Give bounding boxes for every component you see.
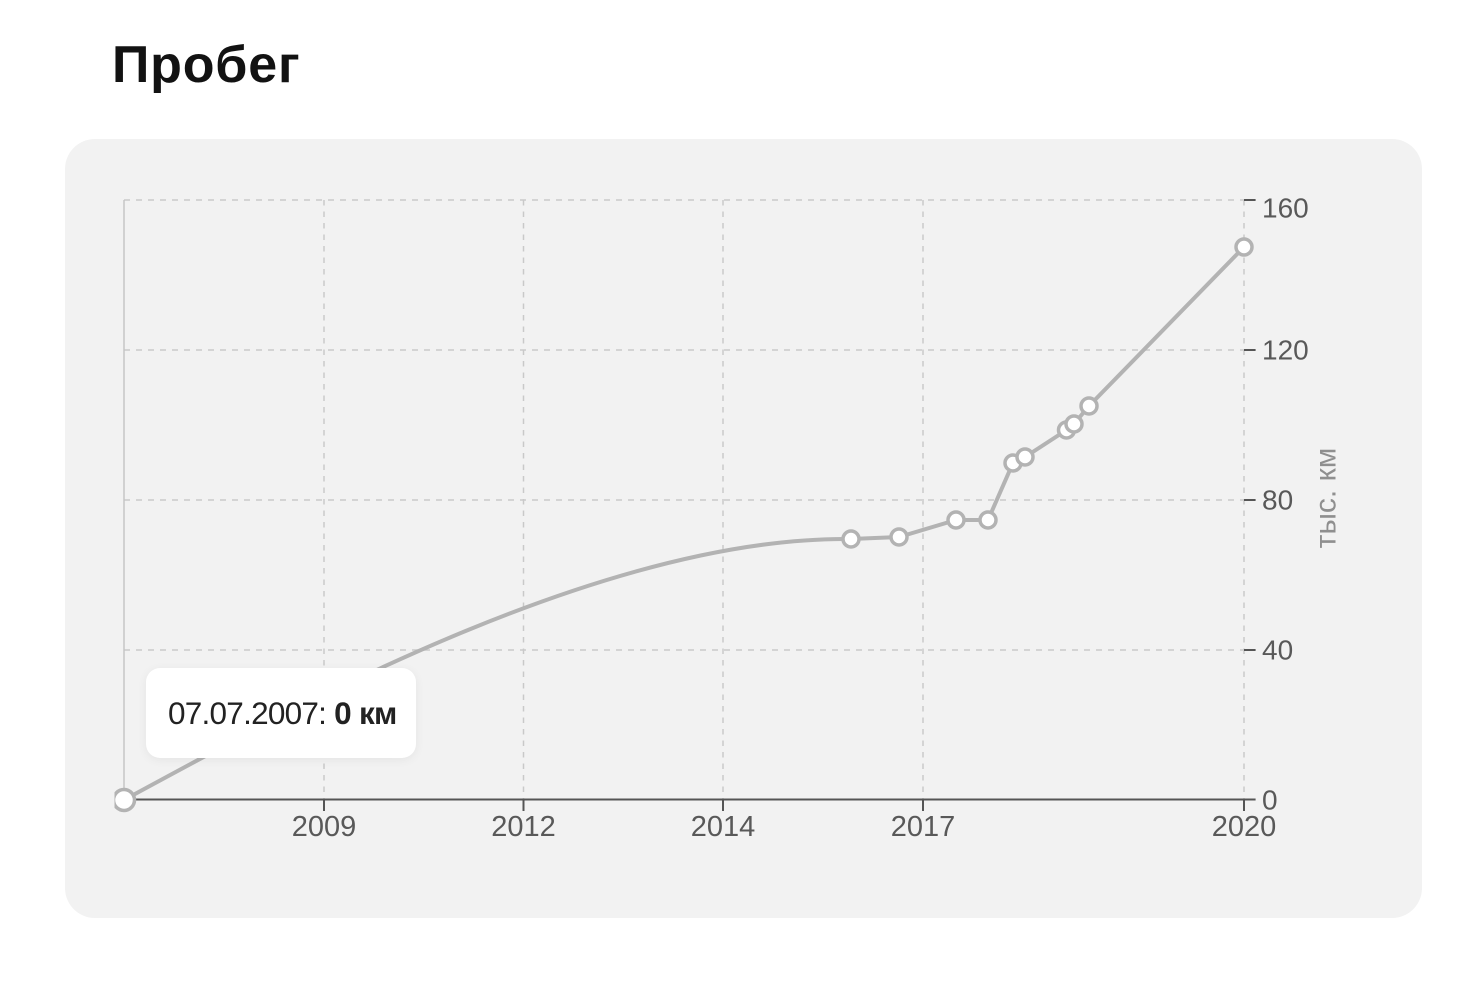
svg-text:120: 120 [1262, 335, 1309, 366]
svg-text:2012: 2012 [491, 811, 556, 843]
svg-text:2017: 2017 [891, 811, 956, 843]
svg-text:160: 160 [1262, 193, 1309, 224]
svg-text:0: 0 [1262, 785, 1278, 816]
svg-text:тыс. км: тыс. км [1310, 448, 1343, 549]
svg-text:2020: 2020 [1212, 811, 1277, 843]
svg-text:2014: 2014 [691, 811, 756, 843]
svg-text:80: 80 [1262, 485, 1293, 516]
svg-text:40: 40 [1262, 635, 1293, 666]
svg-text:2009: 2009 [292, 811, 357, 843]
